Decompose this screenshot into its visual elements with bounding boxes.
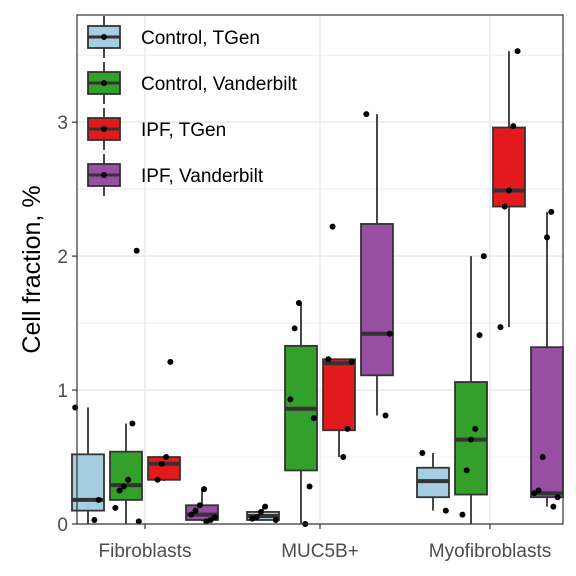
box-ipf-tgen-fibroblasts (147, 456, 181, 482)
data-point (158, 460, 165, 467)
data-point (539, 454, 546, 461)
box-control-vanderbilt-fibroblasts (109, 423, 143, 524)
data-point (382, 412, 389, 419)
legend-item: IPF, Vanderbilt (87, 154, 264, 196)
x-tick-label: Myofibroblasts (429, 541, 552, 562)
y-axis-title: Cell fraction, % (18, 185, 46, 353)
legend-label: Control, Vanderbilt (141, 74, 298, 95)
data-point (363, 111, 370, 118)
legend-label: IPF, Vanderbilt (141, 166, 264, 187)
data-point (348, 358, 355, 365)
data-point (506, 187, 512, 194)
data-point (287, 396, 294, 403)
data-point (554, 494, 561, 501)
x-tick-label: MUC5B+ (281, 541, 359, 562)
data-point (480, 253, 487, 260)
data-point (125, 476, 132, 483)
data-point (203, 518, 210, 525)
x-tick-label: Fibroblasts (99, 541, 192, 562)
legend: Control, TGen Control, Vanderbilt IPF, TGe… (87, 16, 298, 196)
data-point (196, 502, 203, 509)
y-tick-label: 0 (57, 515, 68, 536)
legend-label: Control, TGen (141, 28, 260, 49)
y-tick-label: 1 (57, 381, 68, 402)
legend-key-point (101, 172, 107, 178)
data-point (501, 203, 508, 210)
box-control-vanderbilt-myofibroblasts (454, 256, 488, 524)
data-point (544, 234, 550, 241)
legend-item: Control, TGen (87, 16, 260, 58)
data-point (291, 325, 298, 332)
data-point (154, 476, 161, 483)
legend-key-point (101, 80, 107, 86)
data-point (548, 208, 555, 215)
axes: 0 1 2 3 Fibroblasts MUC5B+ Myofibroblasts (57, 113, 551, 562)
box-rect (492, 126, 526, 208)
data-point (442, 507, 449, 514)
data-point (463, 467, 470, 474)
legend-key-point (101, 126, 107, 132)
data-point (476, 332, 483, 339)
y-tick-label: 2 (57, 247, 68, 268)
data-point (188, 511, 195, 518)
data-point (310, 415, 317, 422)
data-point (468, 436, 474, 443)
data-point (135, 518, 142, 525)
data-point (129, 420, 136, 427)
data-point (163, 454, 170, 461)
data-point (262, 503, 269, 510)
data-point (211, 514, 218, 521)
data-point (531, 490, 538, 497)
data-point (249, 515, 256, 522)
legend-label: IPF, TGen (141, 120, 226, 141)
box-rect (109, 450, 143, 501)
data-point (201, 486, 208, 493)
legend-item: IPF, TGen (87, 108, 226, 150)
data-point (514, 48, 521, 55)
data-point (340, 454, 347, 461)
data-point (497, 324, 504, 331)
data-point (133, 247, 140, 254)
box-ipf-vanderbilt-muc5b- (360, 114, 394, 416)
data-point (95, 496, 102, 503)
data-point (459, 511, 466, 518)
data-point (112, 504, 119, 511)
data-point (472, 425, 479, 432)
data-point (295, 299, 302, 306)
data-point (325, 356, 332, 363)
box-rect (147, 456, 181, 481)
data-points (72, 48, 561, 527)
data-point (386, 330, 393, 337)
data-point (344, 425, 351, 432)
data-point (329, 223, 336, 230)
box-control-vanderbilt-muc5b- (284, 302, 318, 524)
data-point (306, 483, 313, 490)
data-point (91, 516, 98, 523)
data-point (272, 516, 279, 523)
data-point (419, 450, 426, 457)
grid-lines (77, 15, 563, 525)
data-point (550, 503, 557, 510)
box-rect (530, 346, 564, 499)
data-point (167, 358, 174, 365)
data-point (535, 487, 542, 494)
box-rect (322, 358, 356, 432)
y-tick-label: 3 (57, 113, 68, 134)
legend-key-point (101, 34, 107, 40)
data-point (257, 508, 264, 515)
box-control-tgen-myofibroblasts (416, 453, 450, 511)
data-point (120, 483, 127, 490)
box-rect (360, 223, 394, 377)
data-point (510, 123, 517, 130)
legend-item: Control, Vanderbilt (87, 62, 298, 104)
data-point (116, 487, 123, 494)
box-ipf-tgen-muc5b- (322, 358, 356, 458)
data-point (192, 507, 199, 514)
